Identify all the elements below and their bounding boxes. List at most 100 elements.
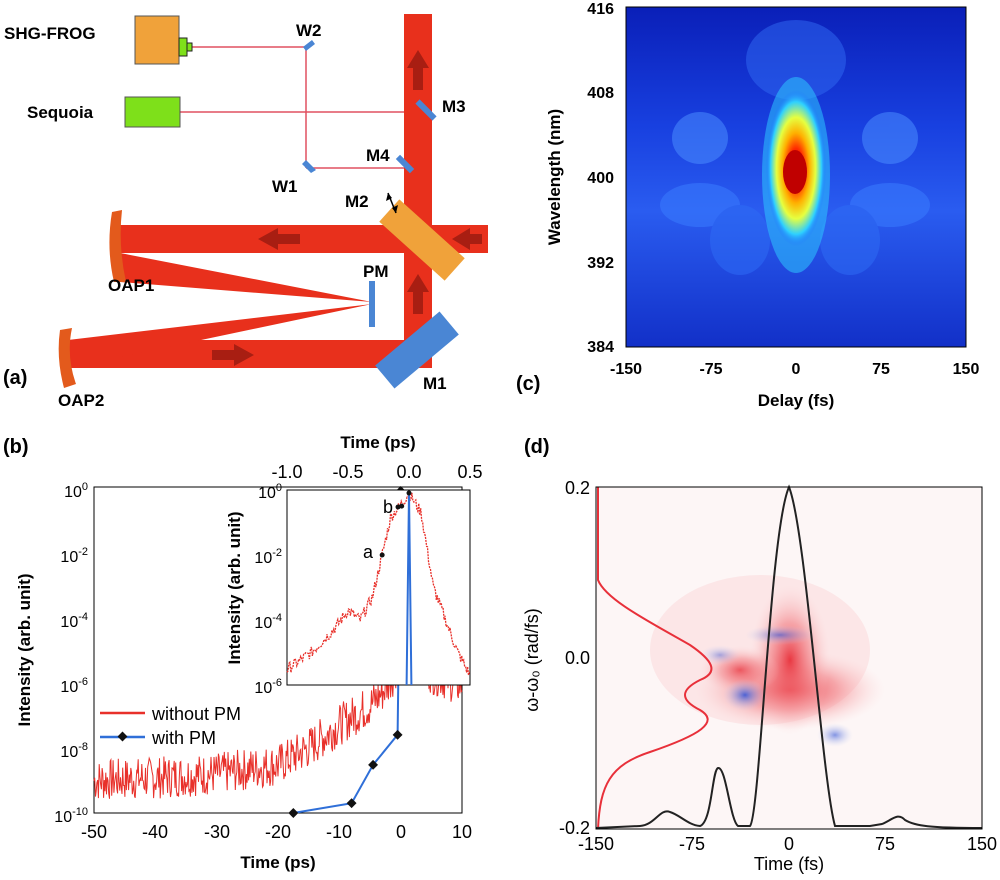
- beam-focus-oap2: [68, 304, 372, 368]
- wigner-ytick: -0.2: [559, 818, 590, 838]
- panel-b-chart: 100 10-2 10-4 10-6 10-8 10-10 -50 -40 -3…: [3, 433, 483, 872]
- frog-trace-side-lobes: [660, 20, 930, 275]
- b-ytick-2: 10-2: [60, 546, 88, 566]
- b-ytick-0: 100: [64, 481, 88, 501]
- thin-beam-path: [180, 46, 404, 169]
- b-xtick: -20: [265, 822, 291, 842]
- panel-d-label: (d): [524, 436, 550, 458]
- oap2-mirror: [58, 328, 76, 388]
- panel-d-wigner: 0.2 0.0 -0.2 -150 -75 0 75 150 Time (fs)…: [522, 436, 997, 874]
- inset-point: [406, 490, 412, 496]
- wigner-xlabel: Time (fs): [754, 854, 824, 874]
- inset-point: [379, 552, 385, 558]
- b-ytick-8: 10-8: [60, 741, 88, 761]
- b-xtick: 0: [396, 822, 406, 842]
- frog-plot-frame: [625, 6, 967, 348]
- label-m1: M1: [423, 374, 447, 393]
- label-oap2: OAP2: [58, 391, 104, 410]
- inset-ytick-0: 100: [258, 482, 282, 502]
- m2-mirror: [379, 199, 465, 281]
- panel-c-frog: 416 408 400 392 384 -150 -75 0 75 150 De…: [516, 1, 979, 410]
- frog-y-ticks: 416 408 400 392 384: [587, 1, 614, 356]
- pm-mirror: [369, 281, 375, 327]
- m2-arrowhead-top-icon: [386, 193, 392, 201]
- frog-xtick: 75: [872, 361, 890, 378]
- frog-ytick: 408: [587, 85, 614, 102]
- label-w1: W1: [272, 177, 298, 196]
- label-frog: SHG-FROG: [4, 24, 96, 43]
- m3-mirror: [415, 99, 437, 121]
- wigner-xtick: 75: [875, 834, 895, 854]
- frog-xtick: 150: [953, 361, 980, 378]
- frog-port-inner: [186, 42, 193, 52]
- wigner-xtick: -75: [679, 834, 705, 854]
- frog-ylabel: Wavelength (nm): [545, 109, 564, 245]
- inset-x-ticks: -1.0 -0.5 0.0 0.5: [271, 462, 482, 482]
- frog-box: [134, 15, 180, 65]
- b-xtick: 10: [452, 822, 472, 842]
- arrow-right-icon: [212, 344, 254, 366]
- b-ytick-4: 10-4: [60, 611, 88, 631]
- arrow-up-bottom-icon: [407, 274, 429, 314]
- arrow-left-icon: [258, 228, 300, 250]
- frog-ytick: 392: [587, 255, 614, 272]
- frog-port-outer: [178, 37, 188, 57]
- b-ytick-6: 10-6: [60, 676, 88, 696]
- inset-frame: [286, 489, 471, 686]
- panel-a-setup: SHG-FROG Sequoia W2 W1 M3 M4 M2 PM OAP1 …: [3, 14, 488, 410]
- m2-arrowhead-bottom-icon: [392, 205, 398, 213]
- b-xtick: -40: [142, 822, 168, 842]
- inset-xtick: -0.5: [332, 462, 363, 482]
- wigner-x-ticks: -150 -75 0 75 150: [578, 834, 997, 854]
- oap1-mirror: [109, 210, 126, 282]
- label-pm: PM: [363, 262, 389, 281]
- inset-ylabel: Intensity (arb. unit): [225, 512, 244, 665]
- legend-with-pm: with PM: [151, 728, 216, 748]
- b-legend: without PM with PM: [100, 704, 241, 748]
- m1-mirror: [375, 311, 459, 389]
- wigner-xtick: -150: [578, 834, 614, 854]
- frog-ytick: 416: [587, 1, 614, 18]
- legend-without-pm: without PM: [151, 704, 241, 724]
- inset-series: [286, 490, 471, 686]
- frog-xtick: 0: [792, 361, 801, 378]
- b-inset: -1.0 -0.5 0.0 0.5 Time (ps) 100 10-2 10-…: [225, 433, 483, 697]
- wigner-ytick: 0.0: [565, 648, 590, 668]
- wigner-xtick: 150: [967, 834, 997, 854]
- arrow-up-top-icon: [407, 50, 429, 90]
- inset-xtick: 0.5: [457, 462, 482, 482]
- inset-ytick-2: 10-2: [254, 547, 282, 567]
- w2-mirror: [303, 40, 315, 51]
- inset-point-label-b: b: [383, 497, 393, 517]
- frog-x-ticks: -150 -75 0 75 150: [610, 361, 979, 378]
- b-y-ticks: 100 10-2 10-4 10-6 10-8 10-10: [54, 481, 88, 826]
- inset-y-ticks: 100 10-2 10-4 10-6: [254, 482, 282, 697]
- wigner-xtick: 0: [784, 834, 794, 854]
- legend-marker-with-pm: [117, 731, 128, 742]
- beam-focus-oap1: [120, 253, 372, 302]
- sequoia-box: [124, 96, 181, 128]
- inset-ytick-4: 10-4: [254, 612, 282, 632]
- inset-point-label-a: a: [363, 542, 374, 562]
- b-ylabel: Intensity (arb. unit): [15, 574, 34, 727]
- with-pm-point: [368, 759, 379, 770]
- temporal-intensity-curve: [595, 484, 983, 829]
- label-oap1: OAP1: [108, 276, 154, 295]
- inset-series-without-pm: [286, 491, 471, 676]
- panel-a-label: (a): [3, 367, 27, 389]
- frog-ytick: 400: [587, 170, 614, 187]
- b-xtick: -30: [204, 822, 230, 842]
- wigner-y-ticks: 0.2 0.0 -0.2: [559, 478, 590, 838]
- label-m3: M3: [442, 97, 466, 116]
- wigner-ylabel: ω-ω₀ (rad/fs): [522, 608, 542, 712]
- arrow-left-right-icon: [452, 228, 482, 250]
- frog-xtick: -75: [699, 361, 722, 378]
- frog-xtick: -150: [610, 361, 642, 378]
- frog-ytick: 384: [587, 339, 614, 356]
- frog-trace-peak: [783, 150, 807, 194]
- b-xtick: -10: [326, 822, 352, 842]
- with-pm-point: [392, 729, 403, 740]
- frog-xlabel: Delay (fs): [758, 391, 835, 410]
- w1-mirror: [302, 160, 316, 173]
